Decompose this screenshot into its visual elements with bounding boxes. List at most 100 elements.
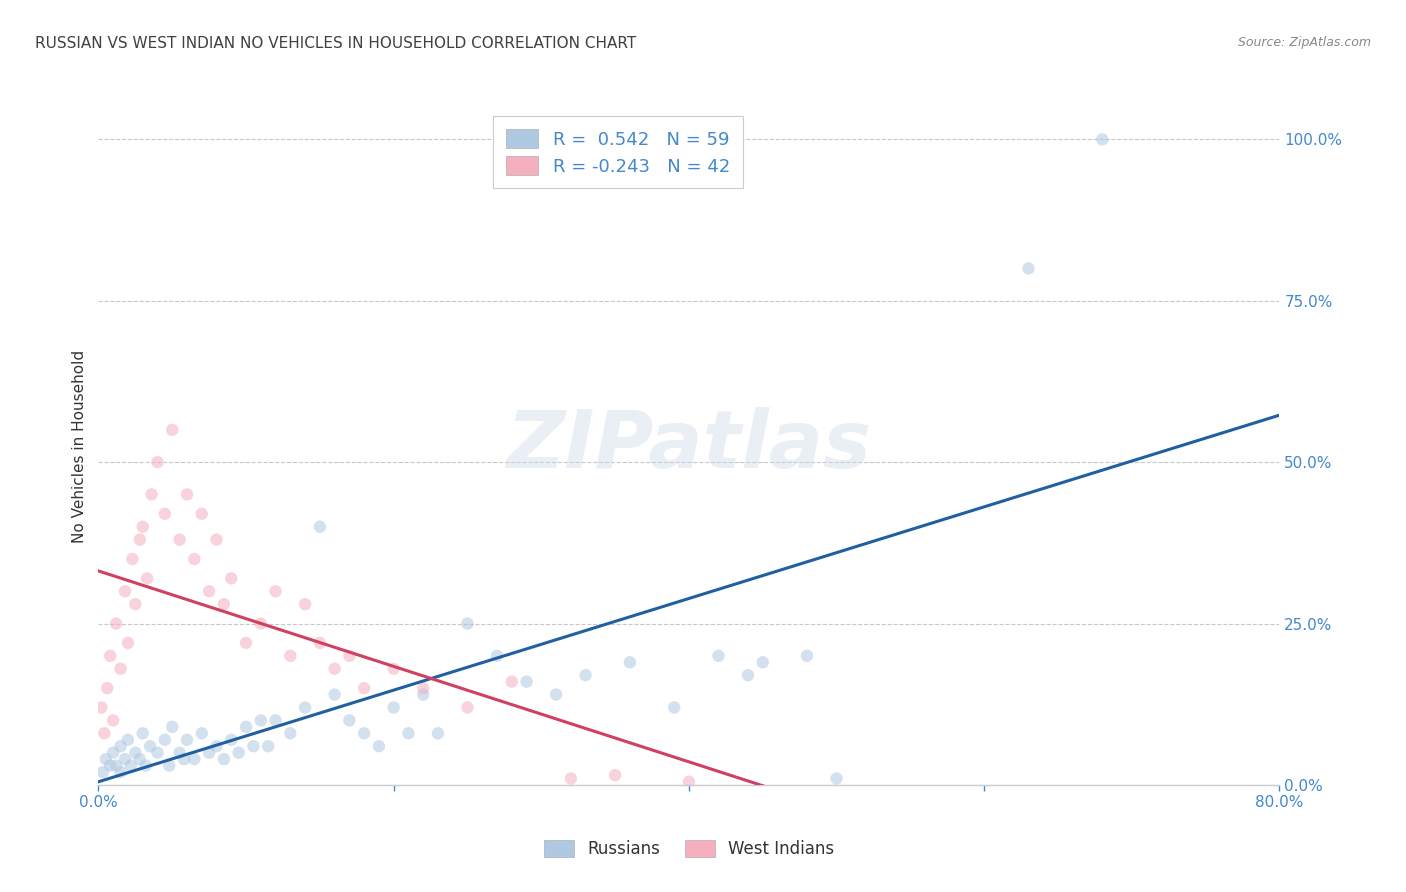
Point (120, 758, 142, 772)
Point (128, 752, 150, 766)
Point (132, 519, 155, 533)
Point (235, 720, 257, 734)
Point (183, 752, 205, 766)
Point (169, 533, 191, 547)
Point (198, 584, 221, 599)
Point (382, 662, 405, 676)
Point (1091, 132, 1114, 146)
Point (235, 636, 257, 650)
Point (250, 616, 273, 631)
Point (605, 768, 627, 782)
Point (183, 552, 205, 566)
Point (173, 752, 195, 766)
Point (205, 533, 228, 547)
Point (205, 739, 228, 754)
Point (121, 552, 143, 566)
Point (114, 752, 136, 766)
Point (353, 726, 375, 740)
Point (146, 746, 169, 760)
Point (427, 726, 450, 740)
Point (191, 507, 214, 521)
Point (124, 746, 146, 760)
Point (412, 688, 434, 702)
Point (128, 533, 150, 547)
Point (737, 668, 759, 682)
Point (169, 746, 191, 760)
Point (93, 726, 115, 740)
Point (135, 758, 157, 772)
Point (280, 648, 302, 663)
Point (664, 700, 686, 714)
Point (105, 616, 128, 631)
Point (294, 700, 316, 714)
Point (110, 739, 132, 754)
Point (250, 714, 273, 728)
Point (412, 681, 434, 695)
Point (98, 648, 121, 663)
Point (114, 584, 136, 599)
Text: Source: ZipAtlas.com: Source: ZipAtlas.com (1237, 36, 1371, 49)
Point (280, 726, 302, 740)
Point (796, 648, 818, 663)
Point (221, 732, 243, 747)
Point (309, 636, 332, 650)
Point (153, 507, 176, 521)
Point (146, 455, 169, 469)
Point (1018, 261, 1040, 276)
Point (257, 739, 280, 754)
Point (136, 571, 159, 585)
Point (309, 519, 332, 533)
Point (825, 772, 848, 786)
Legend: Russians, West Indians: Russians, West Indians (537, 833, 841, 864)
Point (157, 758, 180, 772)
Point (212, 752, 235, 766)
Point (457, 700, 479, 714)
Point (323, 662, 346, 676)
Point (221, 571, 243, 585)
Point (516, 674, 538, 689)
Point (198, 746, 221, 760)
Point (560, 772, 582, 786)
Text: RUSSIAN VS WEST INDIAN NO VEHICLES IN HOUSEHOLD CORRELATION CHART: RUSSIAN VS WEST INDIAN NO VEHICLES IN HO… (35, 36, 637, 51)
Point (486, 648, 509, 663)
Point (176, 732, 198, 747)
Point (117, 636, 139, 650)
Point (103, 746, 125, 760)
Point (141, 487, 163, 501)
Text: ZIPatlas: ZIPatlas (506, 407, 872, 485)
Point (398, 726, 420, 740)
Point (110, 662, 132, 676)
Point (98, 758, 121, 772)
Point (103, 714, 125, 728)
Point (132, 726, 155, 740)
Point (242, 739, 264, 754)
Point (94, 752, 117, 766)
Point (90, 700, 112, 714)
Point (264, 714, 287, 728)
Point (368, 739, 391, 754)
Point (707, 648, 730, 663)
Point (162, 720, 183, 734)
Point (619, 655, 641, 669)
Point (176, 487, 198, 501)
Point (96, 681, 118, 695)
Point (575, 668, 598, 682)
Point (339, 714, 361, 728)
Point (228, 746, 250, 760)
Point (752, 655, 775, 669)
Point (501, 674, 523, 689)
Point (153, 732, 176, 747)
Point (191, 726, 214, 740)
Point (264, 584, 287, 599)
Point (339, 648, 361, 663)
Point (139, 739, 162, 754)
Point (110, 765, 132, 780)
Point (457, 616, 479, 631)
Point (105, 758, 128, 772)
Point (117, 732, 139, 747)
Point (323, 688, 346, 702)
Point (678, 774, 700, 789)
Point (212, 597, 235, 611)
Y-axis label: No Vehicles in Household: No Vehicles in Household (72, 350, 87, 542)
Point (91, 765, 114, 780)
